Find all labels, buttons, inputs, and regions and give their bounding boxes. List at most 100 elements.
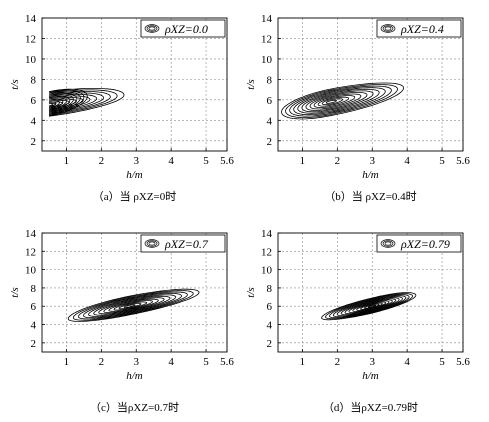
- y-tick-label: 4: [31, 320, 37, 332]
- x-axis-label: h/m: [126, 370, 143, 382]
- contour-line: [83, 293, 183, 318]
- contour-line: [88, 294, 177, 317]
- x-tick-label: 5.6: [456, 155, 470, 167]
- y-tick-label: 8: [267, 74, 273, 86]
- legend-contour-icon: [144, 24, 160, 33]
- contour-line: [77, 291, 188, 320]
- contour-line: [103, 298, 159, 313]
- legend-contour-icon: [146, 240, 158, 247]
- y-tick-label: 14: [25, 13, 37, 25]
- y-tick-label: 6: [267, 301, 273, 313]
- contour-line: [325, 99, 338, 104]
- contour-line: [356, 301, 387, 311]
- contour-line: [48, 100, 70, 109]
- contour-line: [113, 301, 148, 311]
- x-tick-label: 5: [203, 356, 209, 368]
- y-axis-label: t/s: [245, 79, 257, 89]
- y-tick-label: 2: [31, 338, 37, 350]
- x-tick-label: 3: [369, 155, 375, 167]
- contour-line: [321, 292, 417, 321]
- y-tick-label: 2: [31, 136, 37, 148]
- contour-line: [108, 300, 153, 312]
- x-axis-label: h/m: [362, 370, 379, 382]
- panel-4: 1 2 3 4 5 5.62468101214h/mt/sρXZ=0.79（d）当ρXZ=…: [245, 228, 470, 414]
- contour-line: [48, 89, 118, 116]
- y-tick-label: 10: [261, 54, 273, 66]
- x-axis-label: h/m: [126, 169, 143, 181]
- contour-line: [309, 93, 362, 110]
- contour-line: [48, 98, 77, 110]
- x-tick-label: 4: [168, 356, 174, 368]
- panel-caption: （a）当 ρXZ=0时: [93, 189, 177, 203]
- legend-label: ρXZ=0.79: [400, 237, 450, 251]
- legend-label: ρXZ=0.4: [400, 22, 444, 36]
- y-tick-label: 2: [267, 338, 273, 350]
- y-tick-label: 6: [267, 95, 273, 107]
- legend-contour-icon: [384, 241, 392, 246]
- contour-line: [48, 95, 91, 112]
- contour-line: [48, 88, 125, 117]
- contour-line: [281, 82, 405, 120]
- legend-contour-icon: [380, 239, 396, 248]
- x-tick-label: 5.6: [220, 155, 234, 167]
- panel-caption: （b）当 ρXZ=0.4时: [324, 189, 416, 203]
- x-tick-label: 5: [439, 356, 445, 368]
- contour-line: [48, 92, 105, 114]
- plot-frame: [277, 17, 464, 152]
- y-axis-label: t/s: [9, 79, 21, 89]
- contour-line: [289, 85, 392, 117]
- contour-line: [332, 295, 407, 318]
- panel-caption: （d）当ρXZ=0.79时: [323, 400, 418, 414]
- y-tick-label: 12: [261, 246, 272, 258]
- contour-line: [118, 303, 142, 310]
- y-tick-label: 2: [267, 136, 273, 148]
- y-tick-label: 6: [31, 95, 37, 107]
- contour-line: [305, 92, 368, 111]
- x-tick-label: 2: [335, 155, 341, 167]
- legend-contour-icon: [146, 25, 158, 32]
- contour-line: [313, 95, 356, 108]
- contour-line: [317, 96, 350, 107]
- legend-box: [140, 19, 226, 38]
- contour-line: [352, 300, 390, 312]
- legend-contour-icon: [144, 239, 160, 248]
- x-tick-label: 3: [133, 356, 139, 368]
- panel-caption: （c）当ρXZ=0.7时: [90, 400, 179, 414]
- y-tick-label: 10: [25, 265, 37, 277]
- contour-line: [364, 303, 380, 309]
- y-axis-label: t/s: [245, 287, 257, 297]
- y-tick-label: 4: [31, 115, 37, 127]
- panel-3: 1 2 3 4 5 5.62468101214h/mt/sρXZ=0.7（c）当ρXZ=0…: [9, 228, 234, 414]
- contour-lines: [48, 88, 125, 117]
- x-tick-label: 1: [300, 155, 306, 167]
- contour-line: [325, 293, 413, 320]
- contour-line: [67, 288, 200, 322]
- contour-line: [321, 98, 344, 106]
- x-tick-label: 4: [404, 356, 410, 368]
- legend-contour-icon: [148, 26, 156, 31]
- y-tick-label: 6: [31, 301, 37, 313]
- contour-line: [48, 101, 63, 108]
- contour-line: [344, 298, 397, 314]
- contour-line: [123, 304, 136, 308]
- y-axis-label: t/s: [9, 287, 21, 297]
- y-tick-label: 12: [25, 246, 36, 258]
- contour-line: [301, 90, 374, 113]
- y-tick-label: 4: [267, 115, 273, 127]
- contour-lines: [281, 82, 405, 120]
- x-tick-label: 1: [64, 155, 70, 167]
- plot-frame: [41, 232, 228, 353]
- legend-contour-icon: [382, 25, 394, 32]
- contour-line: [336, 296, 403, 316]
- legend-label: ρXZ=0.7: [164, 237, 209, 251]
- contour-line: [360, 302, 383, 310]
- legend-box: [376, 234, 462, 253]
- legend-contour-icon: [384, 26, 392, 31]
- x-tick-label: 5.6: [456, 356, 470, 368]
- y-tick-label: 12: [261, 33, 272, 45]
- contour-line: [98, 297, 165, 315]
- y-tick-label: 8: [31, 74, 37, 86]
